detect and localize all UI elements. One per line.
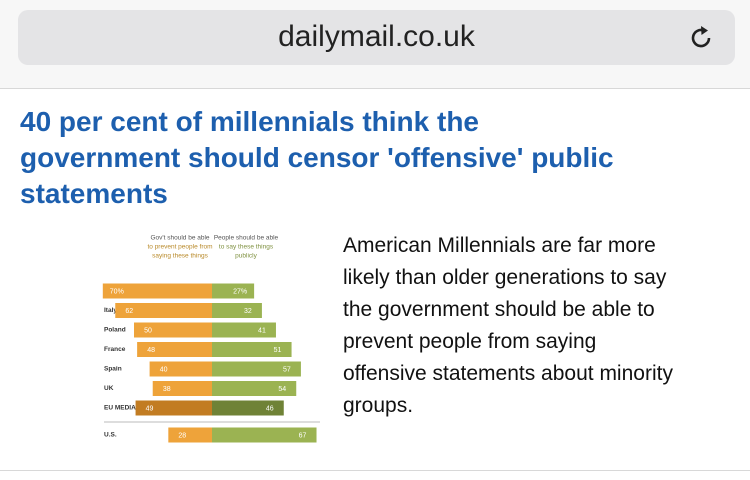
value-label: 54: [278, 386, 286, 393]
body-line: groups.: [343, 394, 414, 417]
value-label: 67: [299, 432, 307, 439]
bar: [212, 361, 301, 377]
value-label: 51: [274, 347, 282, 354]
bar: [212, 303, 262, 318]
value-label: 49: [146, 405, 154, 412]
bar: [212, 400, 284, 416]
value-label: 41: [258, 327, 266, 334]
bar: [212, 283, 255, 299]
bar: [152, 381, 212, 396]
value-label: 70%: [110, 288, 124, 295]
body-line: American Millennials are far more: [343, 234, 656, 257]
bar: [102, 283, 212, 299]
headline-line: government should censor 'offensive' pub…: [20, 142, 614, 173]
value-label: 28: [178, 432, 186, 439]
headline-line: statements: [20, 178, 168, 209]
browser-toolbar: dailymail.co.uk: [0, 0, 750, 89]
left-header: Gov't should be able: [150, 235, 209, 242]
headline[interactable]: 40 per cent of millennials think the gove…: [20, 104, 614, 212]
category-label: Italy: [104, 307, 117, 314]
body-line: offensive statements about minority: [343, 362, 673, 385]
divider: [0, 470, 750, 471]
bar: [115, 303, 212, 318]
bar: [168, 427, 212, 443]
value-label: 32: [244, 308, 252, 315]
bar: [212, 381, 297, 396]
category-label: U.S.: [104, 432, 117, 439]
body-line: likely than older generations to say: [343, 266, 667, 289]
left-header: to prevent people from: [147, 244, 212, 251]
address-bar[interactable]: dailymail.co.uk: [18, 10, 735, 65]
category-label: EU MEDIAN: [104, 405, 141, 412]
bar: [212, 342, 292, 357]
bar: [134, 322, 212, 338]
url[interactable]: dailymail.co.uk: [278, 20, 475, 53]
value-label: 27%: [233, 288, 247, 295]
right-header: publicly: [235, 253, 257, 260]
bar: [212, 427, 317, 443]
value-label: 50: [144, 327, 152, 334]
body-line: prevent people from saying: [343, 330, 597, 353]
value-label: 46: [266, 405, 274, 412]
value-label: 38: [163, 386, 171, 393]
value-label: 57: [283, 366, 291, 373]
body-line: the government should be able to: [343, 298, 655, 321]
category-label: UK: [104, 385, 114, 392]
bar: [149, 361, 212, 377]
article-body: American Millennials are far more likely …: [343, 230, 673, 422]
bar: [212, 322, 276, 338]
category-label: France: [104, 346, 126, 353]
value-label: 40: [160, 366, 168, 373]
right-header: People should be able: [214, 235, 279, 242]
left-header: saying these things: [152, 253, 208, 260]
category-label: Spain: [104, 366, 122, 373]
category-label: Poland: [104, 327, 126, 334]
value-label: 48: [147, 347, 155, 354]
headline-line: 40 per cent of millennials think the: [20, 106, 479, 137]
bar: [137, 342, 212, 357]
bar: [135, 400, 212, 416]
reload-button[interactable]: [687, 24, 715, 52]
value-label: 62: [125, 308, 133, 315]
right-header: to say these things: [219, 244, 274, 251]
